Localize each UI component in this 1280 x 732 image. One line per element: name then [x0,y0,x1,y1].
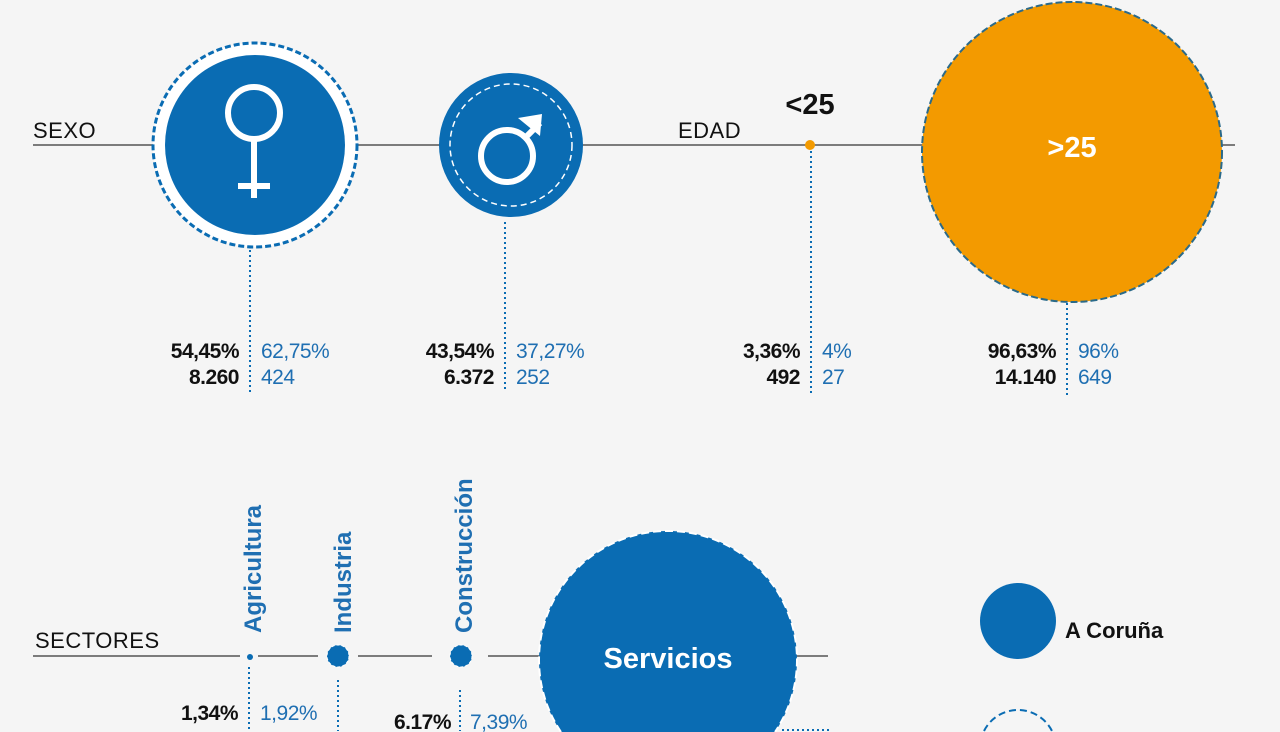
over-25-count-blue: 649 [1078,366,1112,389]
under-25-count-blue: 27 [822,366,844,389]
over-25-count-black: 14.140 [995,366,1056,389]
sectores-label: SECTORES [35,628,160,653]
male-count-black: 6.372 [444,366,494,389]
servicios-label: Servicios [604,643,733,675]
female-symbol-icon [225,84,283,198]
under-25-label: <25 [785,89,834,121]
servicios-bubble [538,530,798,732]
construccion-label: Construcción [451,478,478,633]
industria-dot [326,644,350,668]
legend-filled-label: A Coruña [1065,618,1164,643]
construccion-pct-black: 6.17% [394,711,452,732]
under-25-dot [805,140,815,150]
male-pct-blue: 37,27% [516,340,584,363]
male-count-blue: 252 [516,366,550,389]
over-25-pct-black: 96,63% [988,340,1057,363]
construccion-pct-blue: 7,39% [470,711,527,732]
female-count-black: 8.260 [189,366,239,389]
industria-label: Industria [330,531,357,633]
female-pct-black: 54,45% [171,340,240,363]
under-25-pct-black: 3,36% [743,340,801,363]
agricultura-pct-black: 1,34% [181,702,239,725]
female-pct-blue: 62,75% [261,340,329,363]
over-25-bubble [921,1,1223,303]
over-25-pct-blue: 96% [1078,340,1119,363]
male-symbol-icon [478,114,543,185]
under-25-pct-blue: 4% [822,340,851,363]
over-25-label: >25 [1047,132,1096,164]
male-bubble [439,73,583,217]
agricultura-pct-blue: 1,92% [260,702,317,725]
female-bubble [151,41,359,249]
female-count-blue: 424 [261,366,295,389]
agricultura-dot [247,654,253,660]
legend-dashed-circle [983,709,1053,732]
sexo-label: SEXO [33,118,96,143]
agricultura-label: Agricultura [240,504,267,633]
legend-filled-circle [980,583,1056,659]
male-pct-black: 43,54% [426,340,495,363]
construccion-dot [449,644,473,668]
edad-label: EDAD [678,118,741,143]
under-25-count-black: 492 [766,366,800,389]
